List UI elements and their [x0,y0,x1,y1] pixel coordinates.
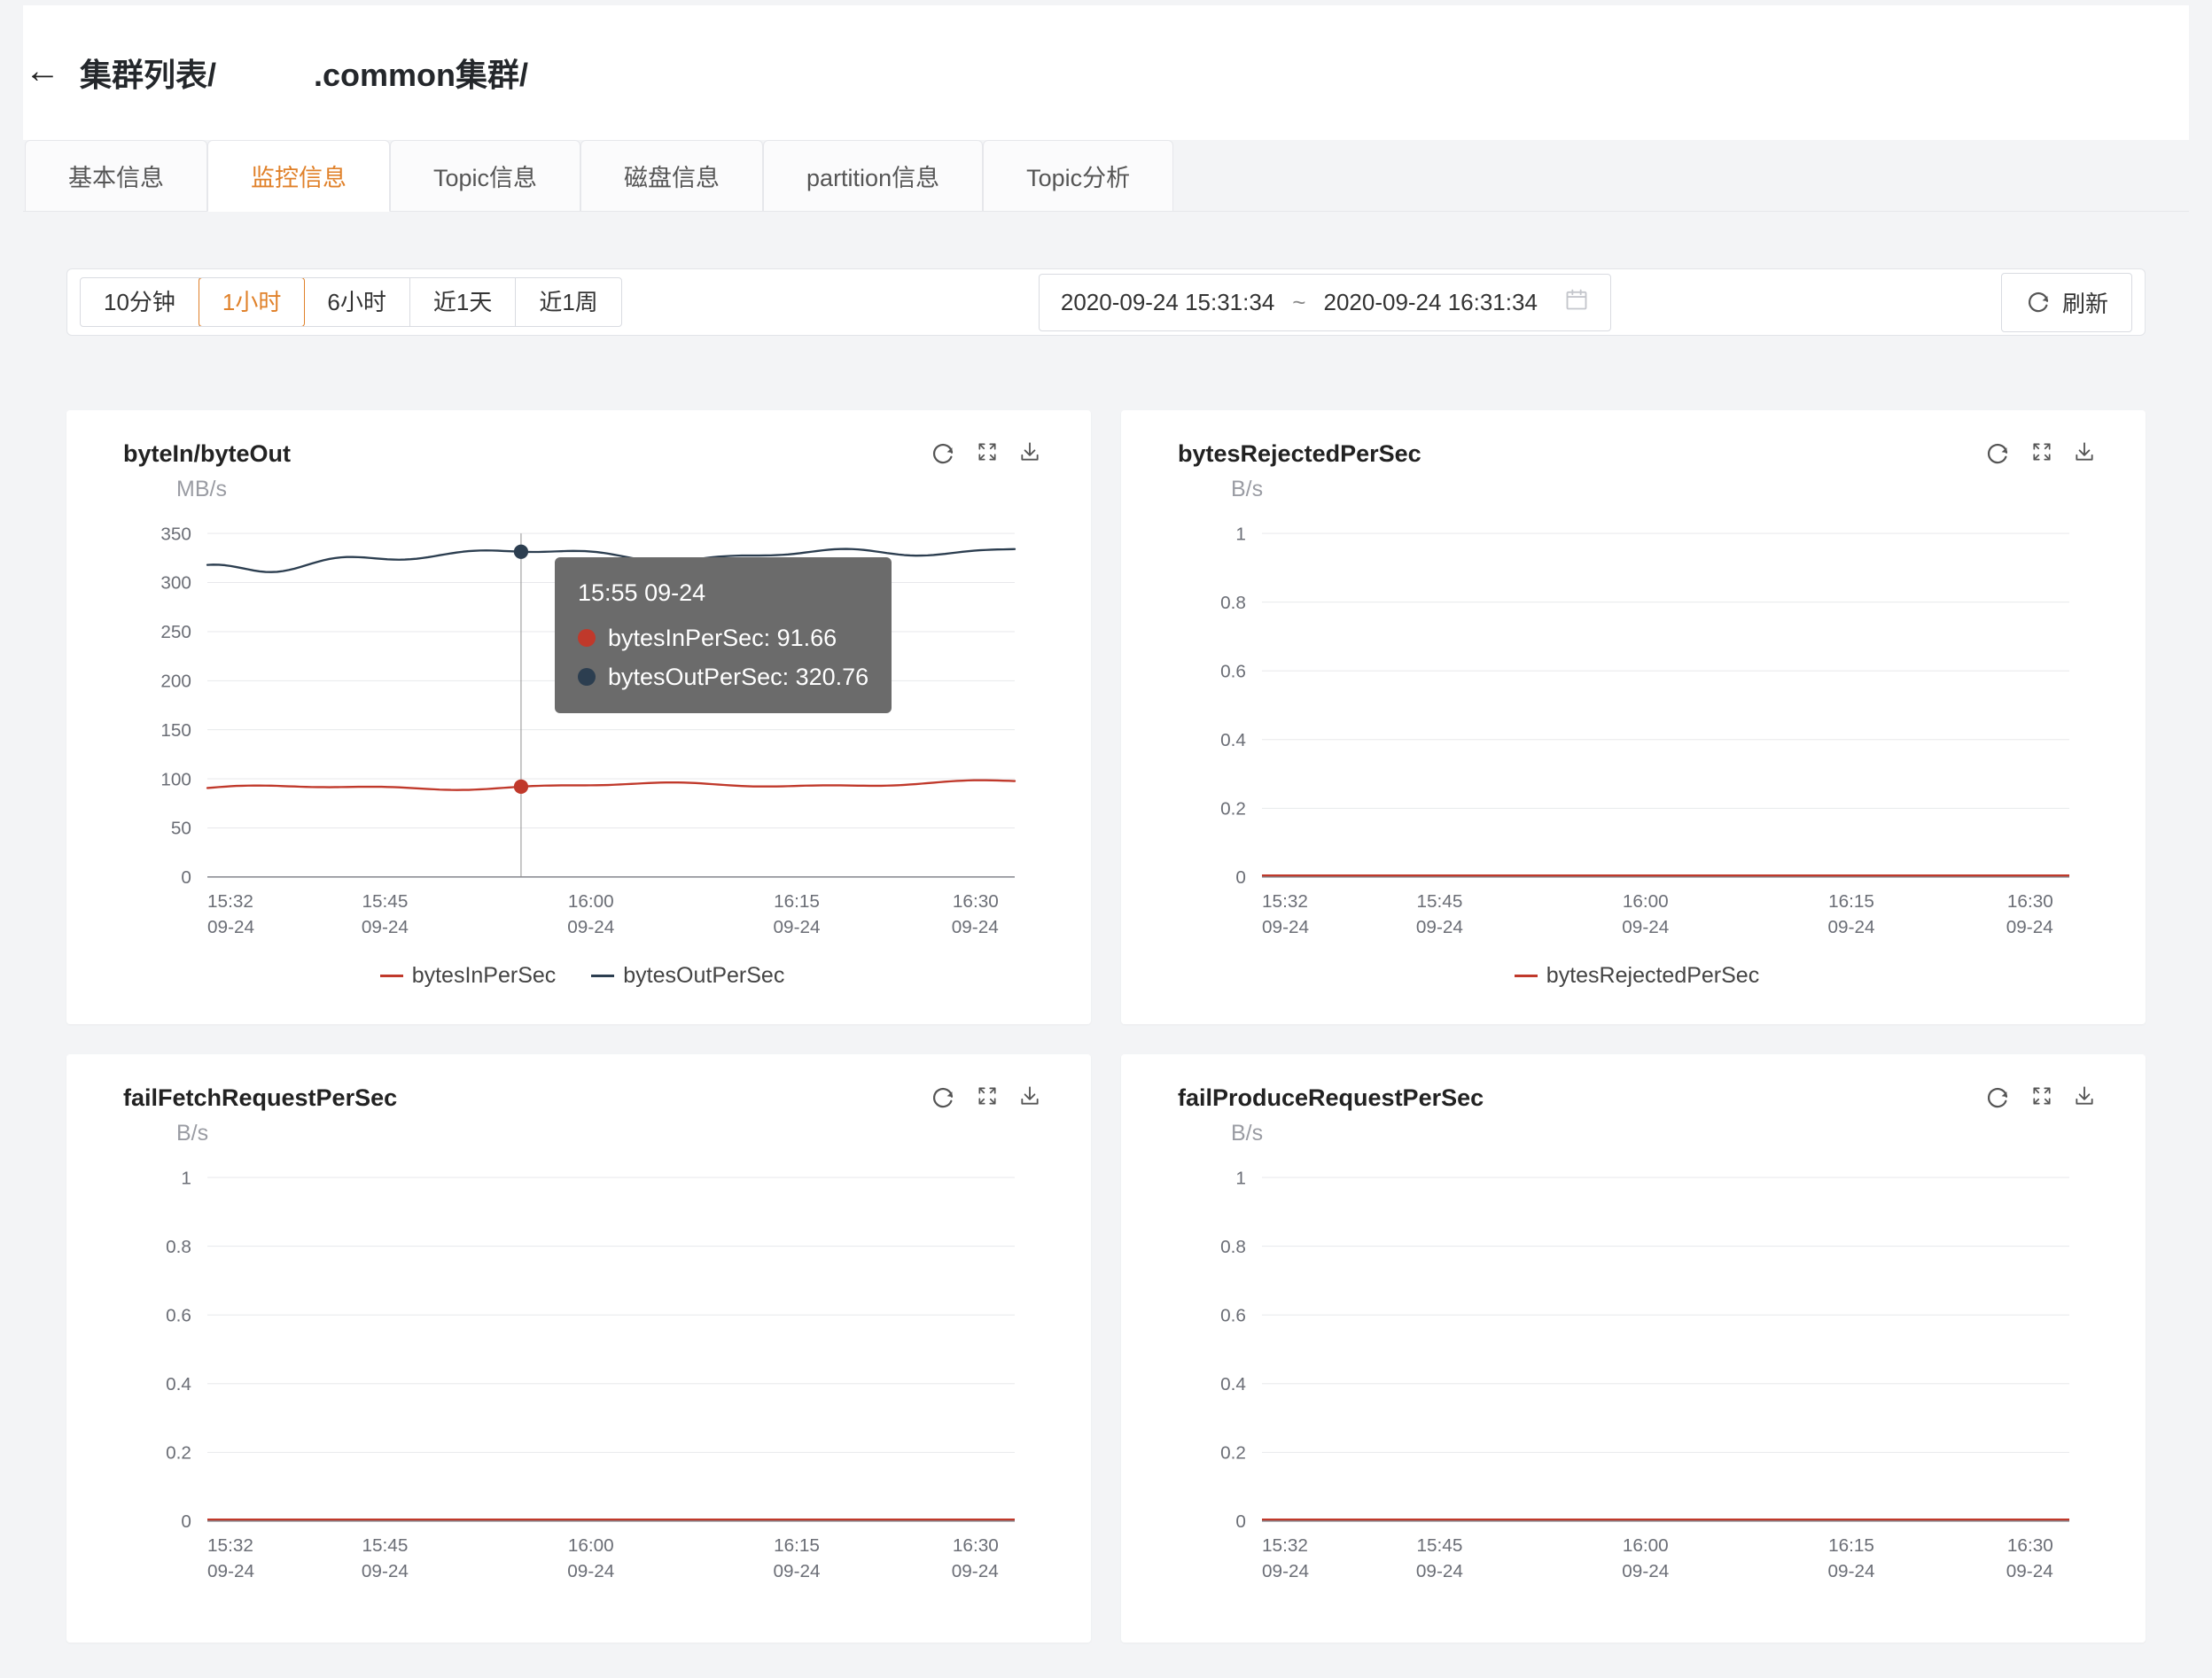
svg-text:250: 250 [160,622,191,642]
svg-text:15:45: 15:45 [1416,891,1462,912]
svg-text:0.8: 0.8 [1220,593,1246,613]
svg-text:0.4: 0.4 [166,1374,191,1394]
svg-text:16:00: 16:00 [1623,891,1669,912]
svg-text:16:30: 16:30 [953,1535,999,1556]
svg-text:16:30: 16:30 [2007,891,2053,912]
svg-text:15:32: 15:32 [207,1535,253,1556]
svg-text:16:15: 16:15 [1828,1535,1874,1556]
svg-text:150: 150 [160,720,191,741]
svg-text:1: 1 [1235,524,1246,544]
svg-text:09-24: 09-24 [1622,917,1669,937]
svg-text:09-24: 09-24 [567,1561,614,1581]
svg-text:15:32: 15:32 [1262,891,1308,912]
svg-text:0: 0 [1235,1511,1246,1532]
svg-text:0.2: 0.2 [166,1443,191,1464]
svg-text:09-24: 09-24 [1828,1561,1875,1581]
svg-text:0.4: 0.4 [1220,730,1246,750]
svg-text:15:45: 15:45 [1416,1535,1462,1556]
svg-text:09-24: 09-24 [2006,1561,2053,1581]
svg-text:0.2: 0.2 [1220,799,1246,820]
svg-text:0: 0 [1235,867,1246,888]
svg-text:09-24: 09-24 [952,1561,999,1581]
svg-text:09-24: 09-24 [774,917,821,937]
svg-text:0: 0 [181,867,191,888]
svg-text:15:45: 15:45 [362,1535,408,1556]
svg-text:09-24: 09-24 [362,1561,409,1581]
svg-text:0.6: 0.6 [1220,1305,1246,1325]
svg-text:16:30: 16:30 [2007,1535,2053,1556]
svg-text:0.8: 0.8 [166,1237,191,1257]
svg-text:350: 350 [160,524,191,544]
svg-text:09-24: 09-24 [1828,917,1875,937]
svg-text:16:00: 16:00 [568,1535,614,1556]
svg-text:0.2: 0.2 [1220,1443,1246,1464]
svg-text:0: 0 [181,1511,191,1532]
svg-text:15:32: 15:32 [207,891,253,912]
svg-text:09-24: 09-24 [567,917,614,937]
svg-text:200: 200 [160,672,191,692]
svg-text:0.6: 0.6 [1220,661,1246,681]
svg-text:16:15: 16:15 [1828,891,1874,912]
svg-text:09-24: 09-24 [1622,1561,1669,1581]
svg-text:09-24: 09-24 [207,917,254,937]
svg-text:09-24: 09-24 [1416,917,1463,937]
svg-text:09-24: 09-24 [2006,917,2053,937]
svg-text:16:00: 16:00 [1623,1535,1669,1556]
svg-text:16:30: 16:30 [953,891,999,912]
svg-text:15:45: 15:45 [362,891,408,912]
svg-text:09-24: 09-24 [774,1561,821,1581]
svg-text:300: 300 [160,573,191,594]
svg-text:16:15: 16:15 [774,1535,820,1556]
svg-text:15:32: 15:32 [1262,1535,1308,1556]
svg-text:0.6: 0.6 [166,1305,191,1325]
svg-text:09-24: 09-24 [1416,1561,1463,1581]
svg-text:1: 1 [181,1168,191,1188]
svg-text:0.4: 0.4 [1220,1374,1246,1394]
svg-text:09-24: 09-24 [207,1561,254,1581]
svg-text:09-24: 09-24 [952,917,999,937]
svg-text:16:00: 16:00 [568,891,614,912]
svg-text:100: 100 [160,769,191,789]
svg-text:0.8: 0.8 [1220,1237,1246,1257]
svg-text:50: 50 [171,819,191,839]
svg-text:09-24: 09-24 [1262,917,1309,937]
svg-text:16:15: 16:15 [774,891,820,912]
svg-text:1: 1 [1235,1168,1246,1188]
svg-text:09-24: 09-24 [1262,1561,1309,1581]
svg-text:09-24: 09-24 [362,917,409,937]
